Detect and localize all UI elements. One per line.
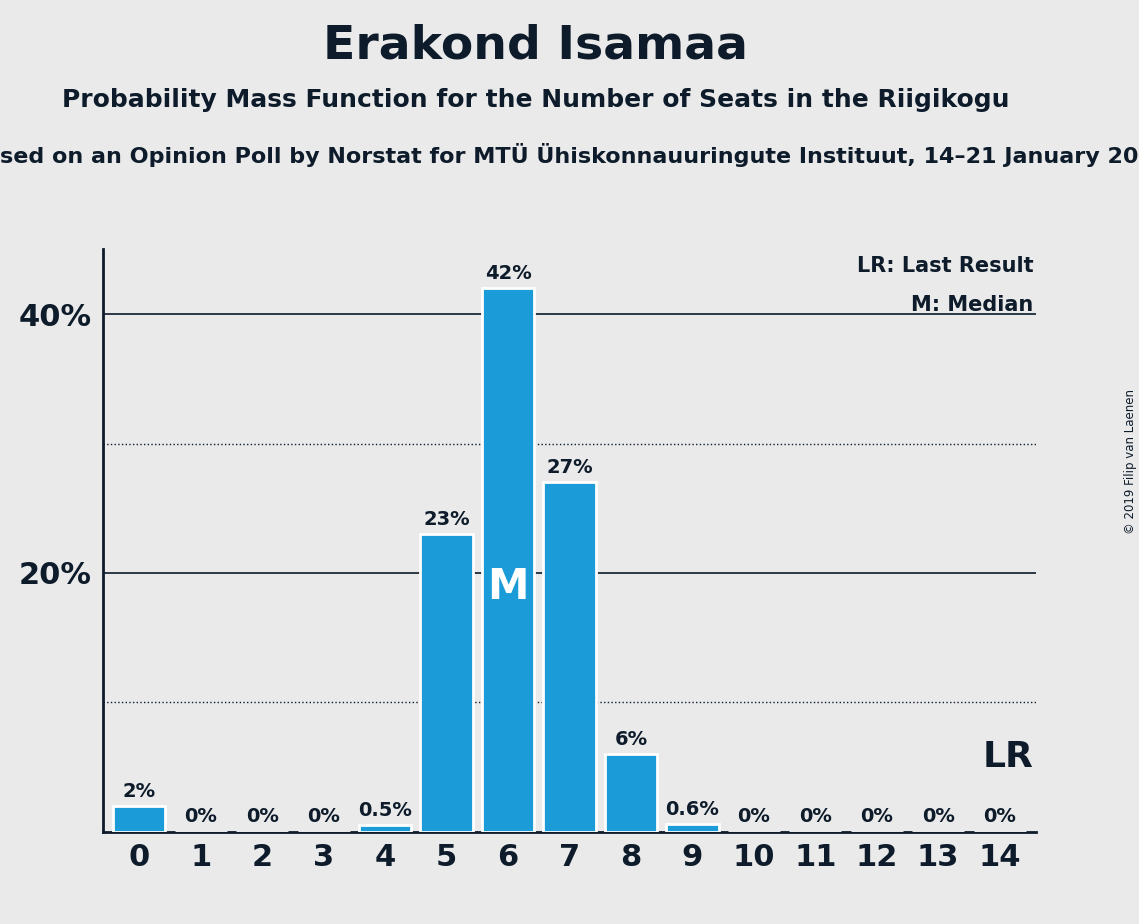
Bar [605, 754, 657, 832]
Bar [482, 288, 534, 832]
Text: M: Median: M: Median [911, 295, 1033, 315]
Text: 0.5%: 0.5% [359, 801, 412, 820]
Text: 0%: 0% [983, 808, 1016, 826]
Text: 27%: 27% [547, 458, 592, 477]
Text: 42%: 42% [485, 264, 532, 283]
Text: 0%: 0% [737, 808, 770, 826]
Text: 23%: 23% [424, 510, 470, 529]
Text: 0%: 0% [185, 808, 218, 826]
Bar [420, 534, 473, 832]
Text: 0%: 0% [798, 808, 831, 826]
Text: 0%: 0% [860, 808, 893, 826]
Text: 0%: 0% [921, 808, 954, 826]
Text: 0.6%: 0.6% [665, 799, 720, 819]
Bar [666, 824, 719, 832]
Bar [113, 806, 165, 832]
Text: LR: LR [983, 739, 1033, 773]
Text: 0%: 0% [246, 808, 279, 826]
Text: © 2019 Filip van Laenen: © 2019 Filip van Laenen [1124, 390, 1137, 534]
Text: Erakond Isamaa: Erakond Isamaa [322, 23, 748, 68]
Text: 6%: 6% [614, 730, 647, 748]
Text: LR: Last Result: LR: Last Result [857, 256, 1033, 276]
Text: sed on an Opinion Poll by Norstat for MTÜ Ühiskonnauuringute Instituut, 14–21 Ja: sed on an Opinion Poll by Norstat for MT… [0, 143, 1139, 167]
Bar [359, 825, 411, 832]
Text: 0%: 0% [308, 808, 341, 826]
Text: M: M [487, 566, 528, 608]
Text: 2%: 2% [123, 782, 156, 800]
Text: Probability Mass Function for the Number of Seats in the Riigikogu: Probability Mass Function for the Number… [62, 88, 1009, 112]
Bar [543, 482, 596, 832]
